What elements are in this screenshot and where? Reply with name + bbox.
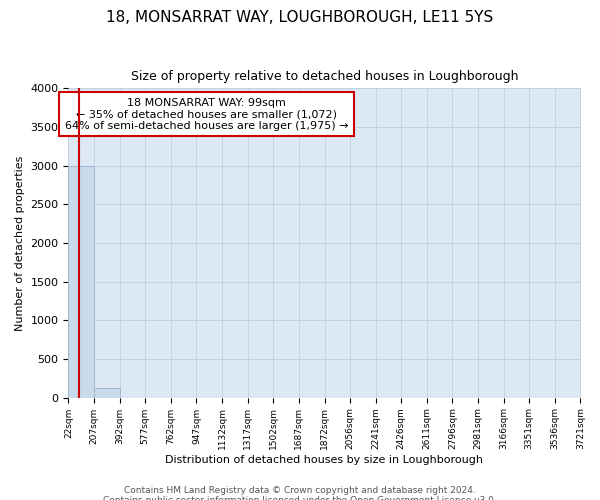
X-axis label: Distribution of detached houses by size in Loughborough: Distribution of detached houses by size … (166, 455, 484, 465)
Bar (68, 166, 94, 398)
Y-axis label: Number of detached properties: Number of detached properties (15, 156, 25, 330)
Text: 18, MONSARRAT WAY, LOUGHBOROUGH, LE11 5YS: 18, MONSARRAT WAY, LOUGHBOROUGH, LE11 5Y… (106, 10, 494, 25)
Title: Size of property relative to detached houses in Loughborough: Size of property relative to detached ho… (131, 70, 518, 83)
Text: Contains public sector information licensed under the Open Government Licence v3: Contains public sector information licen… (103, 496, 497, 500)
Text: Contains HM Land Registry data © Crown copyright and database right 2024.: Contains HM Land Registry data © Crown c… (124, 486, 476, 495)
Text: 18 MONSARRAT WAY: 99sqm
← 35% of detached houses are smaller (1,072)
64% of semi: 18 MONSARRAT WAY: 99sqm ← 35% of detache… (65, 98, 349, 131)
Bar (94, 388, 119, 398)
